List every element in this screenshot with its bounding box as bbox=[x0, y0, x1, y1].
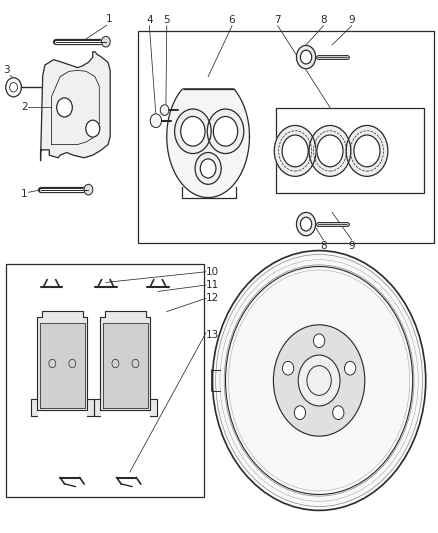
Circle shape bbox=[212, 251, 426, 511]
Text: 11: 11 bbox=[206, 280, 219, 290]
Circle shape bbox=[175, 109, 211, 154]
Text: 1: 1 bbox=[21, 189, 28, 199]
Text: 1: 1 bbox=[106, 14, 113, 24]
Bar bbox=[6, 264, 204, 497]
Circle shape bbox=[297, 213, 316, 236]
Circle shape bbox=[346, 125, 388, 176]
Text: 12: 12 bbox=[206, 293, 219, 303]
Circle shape bbox=[283, 361, 294, 375]
Circle shape bbox=[150, 114, 162, 127]
Circle shape bbox=[345, 361, 356, 375]
Text: 9: 9 bbox=[349, 15, 355, 25]
Circle shape bbox=[354, 135, 380, 167]
Circle shape bbox=[102, 36, 110, 47]
Circle shape bbox=[300, 50, 312, 64]
Circle shape bbox=[300, 217, 312, 231]
Text: 6: 6 bbox=[229, 15, 235, 25]
Bar bbox=[138, 30, 434, 243]
Circle shape bbox=[332, 406, 344, 419]
Circle shape bbox=[294, 406, 306, 419]
Circle shape bbox=[297, 45, 316, 69]
Polygon shape bbox=[87, 399, 94, 416]
Circle shape bbox=[57, 98, 72, 117]
Circle shape bbox=[6, 78, 21, 97]
Text: 5: 5 bbox=[163, 15, 170, 25]
Circle shape bbox=[84, 184, 93, 195]
Circle shape bbox=[160, 105, 169, 115]
Text: 8: 8 bbox=[320, 241, 327, 251]
Circle shape bbox=[309, 125, 351, 176]
Circle shape bbox=[317, 135, 343, 167]
Circle shape bbox=[298, 355, 340, 406]
Text: 10: 10 bbox=[206, 267, 219, 277]
Text: 7: 7 bbox=[275, 15, 281, 25]
Polygon shape bbox=[31, 399, 37, 416]
Circle shape bbox=[195, 152, 221, 184]
Circle shape bbox=[282, 135, 308, 167]
Polygon shape bbox=[41, 52, 110, 160]
Circle shape bbox=[314, 334, 325, 348]
Circle shape bbox=[213, 116, 238, 146]
Circle shape bbox=[274, 125, 316, 176]
Circle shape bbox=[86, 120, 100, 137]
Circle shape bbox=[200, 159, 216, 178]
Text: 9: 9 bbox=[349, 241, 355, 251]
Polygon shape bbox=[103, 322, 148, 408]
Polygon shape bbox=[37, 311, 87, 410]
Polygon shape bbox=[167, 89, 250, 198]
Circle shape bbox=[273, 325, 365, 436]
Circle shape bbox=[207, 109, 244, 154]
Polygon shape bbox=[150, 399, 157, 416]
Polygon shape bbox=[40, 322, 85, 408]
Polygon shape bbox=[94, 399, 100, 416]
Text: 4: 4 bbox=[146, 15, 153, 25]
Bar bbox=[276, 109, 424, 193]
Text: 2: 2 bbox=[21, 102, 28, 112]
Circle shape bbox=[181, 116, 205, 146]
Text: 8: 8 bbox=[320, 15, 327, 25]
Polygon shape bbox=[100, 311, 150, 410]
Text: 3: 3 bbox=[4, 64, 10, 75]
Text: 13: 13 bbox=[206, 330, 219, 341]
